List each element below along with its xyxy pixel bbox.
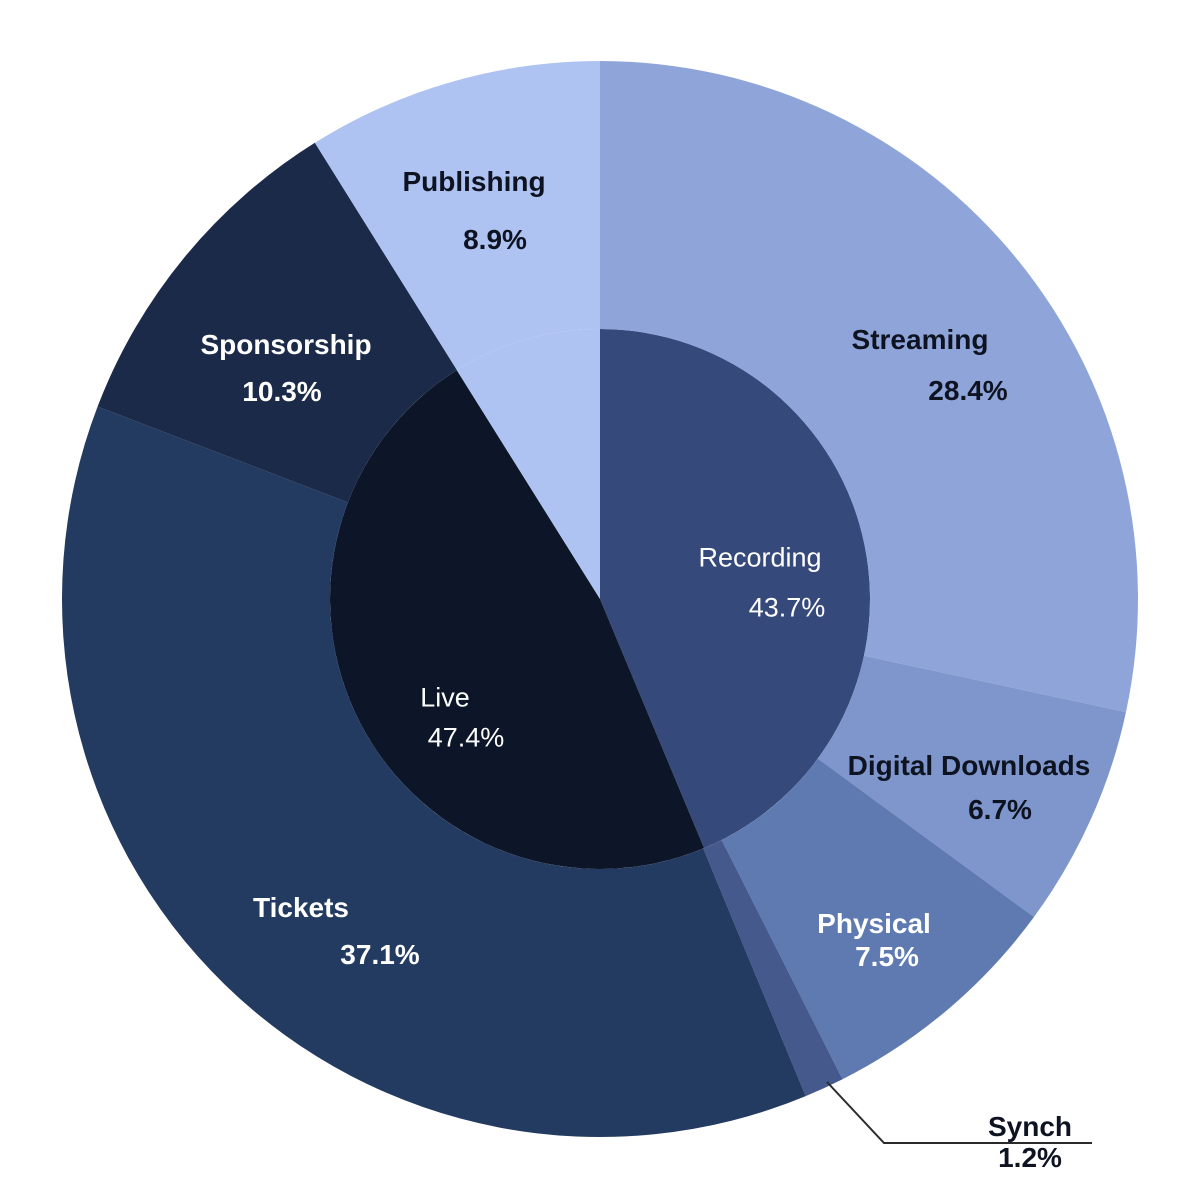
slice-tickets[interactable] [61, 406, 806, 1138]
synch-leader-line [826, 1081, 1092, 1144]
inner-ring [330, 329, 870, 869]
slice-live[interactable] [330, 370, 705, 869]
slice-recording[interactable] [600, 329, 870, 849]
slice-synch[interactable] [703, 840, 843, 1097]
outer-ring [61, 61, 1138, 1138]
slice-physical[interactable] [721, 758, 1034, 1080]
slice-streaming[interactable] [600, 61, 1138, 713]
slice-digital-downloads[interactable] [817, 655, 1126, 917]
slice-publishing[interactable] [314, 61, 600, 371]
slice-publishing[interactable] [456, 329, 600, 599]
slice-sponsorship[interactable] [97, 142, 457, 503]
